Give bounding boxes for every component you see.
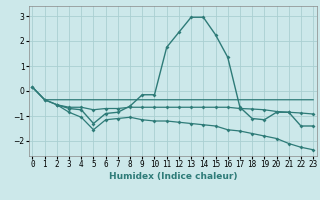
X-axis label: Humidex (Indice chaleur): Humidex (Indice chaleur) xyxy=(108,172,237,181)
